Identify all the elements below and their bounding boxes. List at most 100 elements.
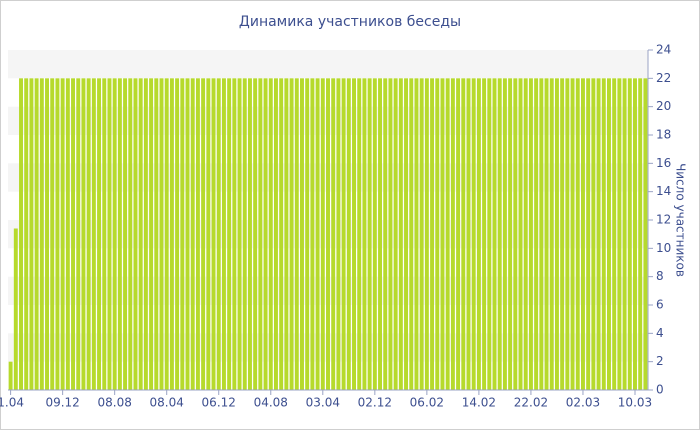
bar — [221, 78, 226, 390]
bar — [435, 78, 440, 390]
bar — [34, 78, 39, 390]
bar — [346, 78, 351, 390]
bar — [367, 78, 372, 390]
y-tick-label: 14 — [656, 184, 671, 198]
bar — [128, 78, 133, 390]
bar — [81, 78, 86, 390]
bar — [310, 78, 315, 390]
bar — [601, 78, 606, 390]
x-tick-label: 08.04 — [150, 396, 184, 410]
bar — [586, 78, 591, 390]
bar — [414, 78, 419, 390]
bar — [107, 78, 112, 390]
x-tick-label: 08.08 — [97, 396, 131, 410]
bar — [91, 78, 96, 390]
bar — [633, 78, 637, 390]
bar — [445, 78, 450, 390]
bar — [190, 78, 195, 390]
bar — [362, 78, 367, 390]
bar — [133, 78, 138, 390]
y-tick-label: 4 — [656, 326, 664, 340]
bar — [627, 78, 632, 390]
bar — [320, 78, 325, 390]
bar — [487, 78, 492, 390]
y-tick-label: 2 — [656, 354, 664, 368]
bar — [326, 78, 330, 390]
bar — [237, 78, 242, 390]
bar — [305, 78, 310, 390]
bar — [466, 78, 471, 390]
bar — [300, 78, 304, 390]
bar — [175, 78, 180, 390]
bar — [232, 78, 237, 390]
bar — [560, 78, 565, 390]
x-tick-label: 02.03 — [566, 396, 600, 410]
grid-band — [8, 50, 648, 79]
bar — [336, 78, 341, 390]
bar — [419, 78, 424, 390]
bar — [227, 78, 232, 390]
bar — [357, 78, 362, 390]
bar — [372, 78, 377, 390]
bar — [575, 78, 580, 390]
y-tick-label: 18 — [656, 128, 671, 142]
bar — [591, 78, 596, 390]
bar — [482, 78, 487, 390]
bar — [242, 78, 247, 390]
bar — [424, 78, 429, 390]
bar — [159, 78, 164, 390]
bar — [513, 78, 518, 390]
bar — [45, 78, 50, 390]
bar — [612, 78, 617, 390]
bar — [430, 78, 435, 390]
bar — [341, 78, 346, 390]
bar — [149, 78, 154, 390]
bar — [471, 78, 476, 390]
bar — [169, 78, 174, 390]
y-axis-label: Число участников — [674, 163, 688, 277]
bar — [617, 78, 622, 390]
bar — [97, 78, 102, 390]
bar — [388, 78, 393, 390]
bar — [352, 78, 356, 390]
bar — [440, 78, 445, 390]
bar — [253, 78, 258, 390]
x-tick-label: 14.02 — [462, 396, 496, 410]
bar — [331, 78, 336, 390]
bar — [539, 78, 544, 390]
bar — [143, 78, 148, 390]
bar — [263, 78, 268, 390]
bar — [596, 78, 601, 390]
bar — [273, 78, 278, 390]
bar — [13, 228, 18, 390]
bar — [71, 78, 76, 390]
bar — [393, 78, 398, 390]
y-tick-label: 12 — [656, 213, 671, 227]
bar — [65, 78, 70, 390]
bar — [284, 78, 289, 390]
x-tick-label: 02.12 — [358, 396, 392, 410]
bar — [554, 78, 559, 390]
bar — [580, 78, 585, 390]
x-tick-label: 06.02 — [410, 396, 444, 410]
bar — [201, 78, 206, 390]
bar — [50, 78, 55, 390]
bar — [247, 78, 252, 390]
y-tick-label: 22 — [656, 71, 671, 85]
bar — [534, 78, 539, 390]
y-tick-label: 0 — [656, 383, 664, 397]
bar — [164, 78, 169, 390]
bar — [409, 78, 414, 390]
bar — [606, 78, 611, 390]
bar — [461, 78, 466, 390]
bar — [279, 78, 284, 390]
bar — [315, 78, 320, 390]
y-tick-label: 24 — [656, 43, 671, 57]
bar — [206, 78, 211, 390]
bar — [19, 78, 23, 390]
bar — [211, 78, 216, 390]
bar — [76, 78, 81, 390]
bar — [523, 78, 528, 390]
y-tick-label: 16 — [656, 156, 671, 170]
